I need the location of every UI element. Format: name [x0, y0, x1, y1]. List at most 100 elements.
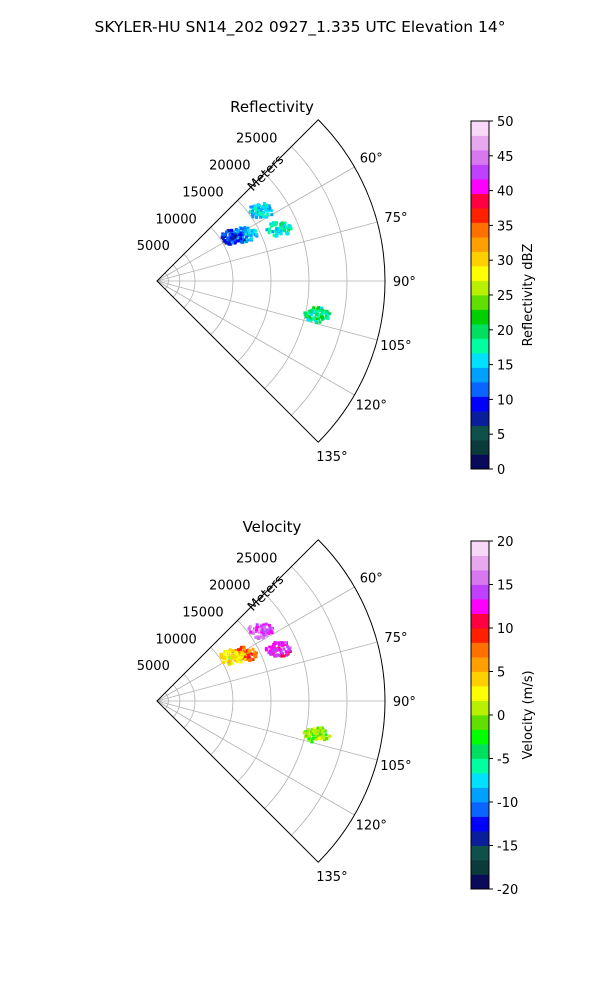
colorbar-segment	[471, 686, 489, 701]
azimuth-spoke	[156, 586, 355, 702]
colorbar-tick-label: 25	[497, 289, 514, 304]
data-point	[324, 315, 328, 319]
data-point	[274, 654, 278, 658]
data-point	[275, 231, 279, 235]
data-point	[259, 624, 263, 628]
data-point	[324, 733, 328, 737]
data-point	[320, 306, 324, 310]
sector-frame	[156, 119, 386, 443]
colorbar-segment	[471, 657, 489, 672]
radial-axis-label: Meters	[245, 152, 287, 194]
data-point	[227, 650, 231, 654]
data-point	[219, 652, 223, 656]
data-point	[306, 728, 310, 732]
data-point	[236, 236, 240, 240]
data-point	[232, 230, 236, 234]
data-point	[261, 629, 265, 633]
data-point	[271, 650, 275, 654]
colorbar-segment	[471, 425, 489, 441]
colorbar-segment	[471, 411, 489, 426]
colorbar-segment	[471, 193, 489, 209]
data-point	[239, 653, 243, 657]
colorbar-segment	[471, 150, 489, 165]
colorbar-segment	[471, 179, 489, 194]
data-point	[244, 235, 248, 239]
data-point	[306, 731, 310, 735]
data-point	[223, 233, 227, 237]
data-point	[226, 654, 230, 658]
data-point	[263, 625, 267, 629]
data-point	[229, 242, 233, 246]
data-point	[269, 652, 273, 656]
data-point	[315, 732, 319, 736]
data-point	[223, 239, 227, 243]
data-point	[281, 652, 285, 656]
colorbar-segment	[471, 744, 489, 759]
data-point	[279, 223, 283, 227]
data-point	[309, 318, 313, 322]
data-point	[277, 648, 281, 652]
data-point	[257, 206, 261, 210]
data-point	[265, 228, 269, 232]
data-point	[267, 651, 271, 655]
data-point	[280, 641, 284, 645]
data-point	[254, 213, 258, 217]
reflectivity-panel: Reflectivity 5000 10000 15000 20000 25000 60° 7…	[137, 98, 536, 478]
colorbar-segment	[471, 440, 489, 455]
data-point	[258, 211, 262, 215]
data-point	[251, 629, 255, 633]
data-point	[250, 229, 254, 233]
data-point	[268, 649, 272, 653]
data-point	[279, 232, 283, 236]
data-point	[275, 647, 279, 651]
data-point	[288, 224, 292, 228]
data-point	[267, 228, 271, 232]
colorbar-label: Velocity (m/s)	[521, 670, 536, 759]
data-point	[247, 648, 251, 652]
data-point	[284, 650, 288, 654]
data-point	[312, 306, 316, 310]
range-tick-label: 5000	[137, 239, 170, 254]
colorbar-tick-label: 40	[497, 185, 514, 200]
data-point	[239, 231, 243, 235]
data-point	[249, 209, 253, 213]
range-tick-label: 20000	[209, 579, 250, 594]
azimuth-tick-label: 120°	[356, 399, 387, 414]
colorbar-tick-label: 45	[497, 150, 514, 165]
colorbar-segment	[471, 584, 489, 600]
data-point	[257, 636, 261, 640]
data-point	[323, 729, 327, 733]
data-point	[241, 230, 245, 234]
azimuth-tick-label: 60°	[360, 571, 383, 586]
data-point	[302, 731, 306, 735]
data-point	[311, 729, 315, 733]
data-point	[282, 647, 286, 651]
colorbar-tick-label: 30	[497, 254, 514, 269]
colorbar-segment	[471, 382, 489, 397]
data-point	[316, 726, 320, 730]
colorbar-segment	[471, 309, 489, 325]
colorbar-tick-label: -15	[497, 840, 518, 855]
data-point	[252, 228, 256, 232]
data-point	[241, 237, 245, 241]
data-point	[233, 654, 237, 658]
data-point	[251, 207, 255, 211]
data-point	[262, 201, 266, 205]
azimuth-spoke	[156, 280, 378, 341]
azimuth-tick-label: 105°	[380, 759, 411, 774]
colorbar-segment	[471, 541, 489, 556]
data-point	[230, 233, 234, 237]
data-point	[229, 235, 233, 239]
range-tick-label: 20000	[209, 159, 250, 174]
data-point	[275, 234, 279, 238]
data-point	[314, 737, 318, 741]
data-point	[265, 215, 269, 219]
data-point	[270, 652, 274, 656]
colorbar-segment	[471, 787, 489, 803]
colorbar-tick-label: 10	[497, 393, 514, 408]
data-point	[224, 649, 228, 653]
data-point	[233, 241, 237, 245]
data-point	[269, 222, 273, 226]
data-point	[308, 315, 312, 319]
data-point	[283, 221, 287, 225]
